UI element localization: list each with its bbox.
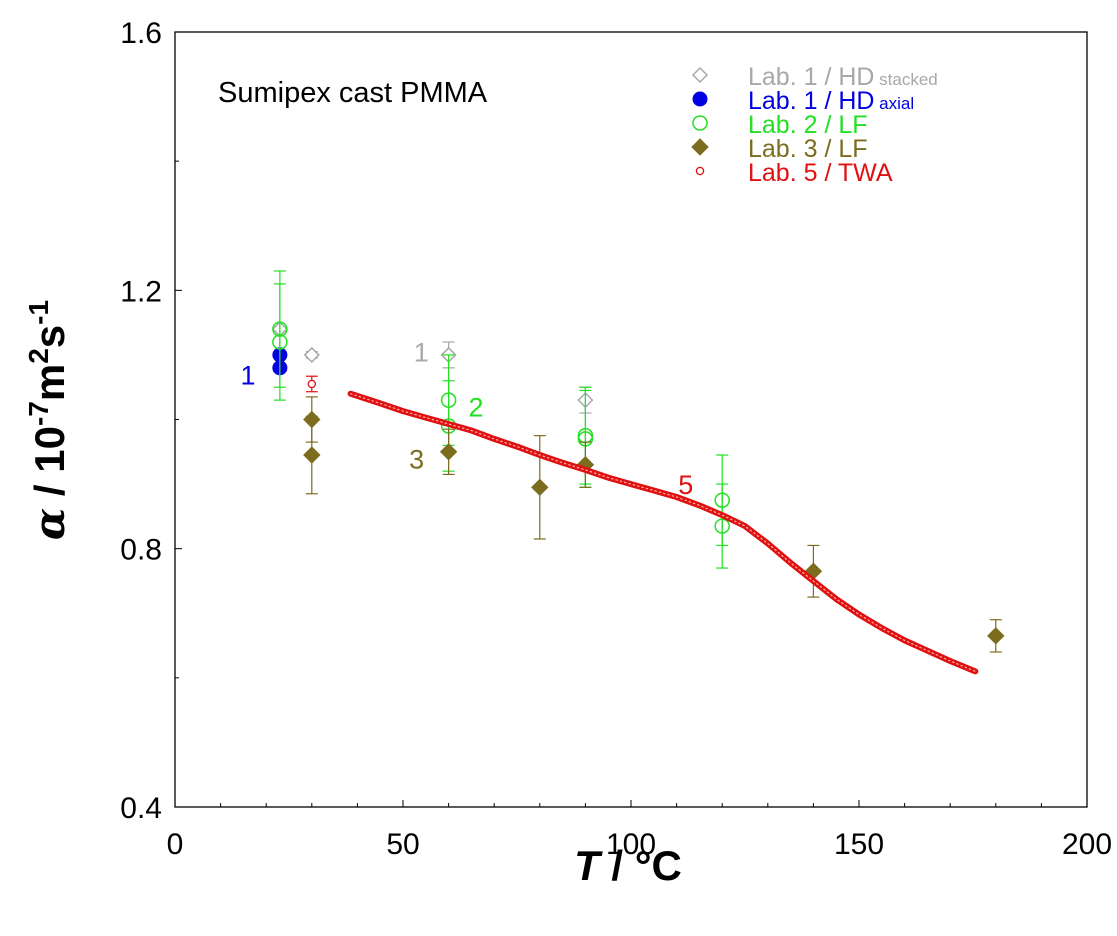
series-annotation: 5 — [678, 470, 693, 500]
y-axis-separator: / — [26, 473, 73, 508]
series-annotation: 3 — [409, 444, 424, 474]
legend-label: Lab. 1 / HD — [748, 63, 874, 91]
x-tick-label: 50 — [386, 828, 419, 861]
y-axis-exponent-2: 2 — [23, 348, 54, 364]
data-point — [303, 346, 320, 363]
x-tick-label: 100 — [606, 828, 656, 861]
y-axis-unit-2: s — [26, 325, 73, 348]
x-axis-variable: T — [574, 842, 603, 889]
y-tick-label: 0.8 — [120, 534, 162, 567]
data-point — [714, 518, 730, 534]
legend-entry: Lab. 2 / LF — [748, 111, 868, 139]
twa-curve-texture — [350, 393, 976, 673]
y-axis-variable: α — [25, 508, 74, 540]
chart-marks: 1 1 2 3 5 — [240, 270, 1005, 675]
legend-label-suffix: axial — [874, 94, 914, 113]
series-annotation: 1 — [414, 338, 429, 368]
series-annotation: 2 — [468, 393, 483, 423]
x-axis-separator: / — [600, 842, 635, 889]
legend-entry: Lab. 1 / HD axial — [748, 87, 914, 115]
legend-entry: Lab. 3 / LF — [748, 135, 868, 163]
data-point — [531, 478, 549, 497]
legend-label: Lab. 3 / LF — [748, 135, 868, 163]
y-tick-label: 0.4 — [120, 792, 162, 825]
y-tick-label: 1.2 — [120, 275, 162, 308]
legend-label: Lab. 2 / LF — [748, 111, 868, 139]
y-tick-label: 1.6 — [120, 17, 162, 50]
legend-entry: Lab. 5 / TWA — [748, 159, 893, 187]
y-axis-title: α / 10-7m2s-1 — [23, 300, 74, 540]
legend-entry: Lab. 1 / HD stacked — [748, 63, 938, 91]
legend-marker — [692, 115, 708, 131]
legend-label: Lab. 5 / TWA — [748, 159, 893, 187]
data-point — [987, 627, 1005, 645]
y-axis-exponent-1: -7 — [23, 401, 54, 426]
legend-marker — [692, 91, 708, 107]
axis-ticks: 0 50 100 150 200 0.4 0.8 1.2 1.6 — [120, 17, 1112, 861]
x-axis-title: T / °C — [574, 842, 682, 889]
legend-label-suffix: stacked — [874, 70, 937, 89]
y-axis-unit-1: m — [26, 364, 73, 401]
legend-marker — [691, 138, 709, 156]
data-point — [272, 334, 288, 350]
x-axis-unit: °C — [635, 842, 682, 889]
x-tick-label: 150 — [834, 828, 884, 861]
legend-marker — [691, 66, 709, 84]
y-axis-prefix: 10 — [26, 426, 73, 473]
legend-label: Lab. 1 / HD — [748, 87, 874, 115]
data-point — [307, 379, 317, 389]
x-tick-label: 0 — [167, 828, 184, 861]
data-point — [303, 446, 321, 464]
series-annotation: 1 — [240, 360, 255, 390]
data-point — [439, 443, 458, 461]
legend-marker — [695, 166, 705, 176]
x-tick-label: 200 — [1062, 828, 1112, 861]
twa-curve — [347, 390, 979, 675]
y-axis-exponent-3: -1 — [23, 300, 54, 325]
chart-title: Sumipex cast PMMA — [218, 77, 488, 109]
